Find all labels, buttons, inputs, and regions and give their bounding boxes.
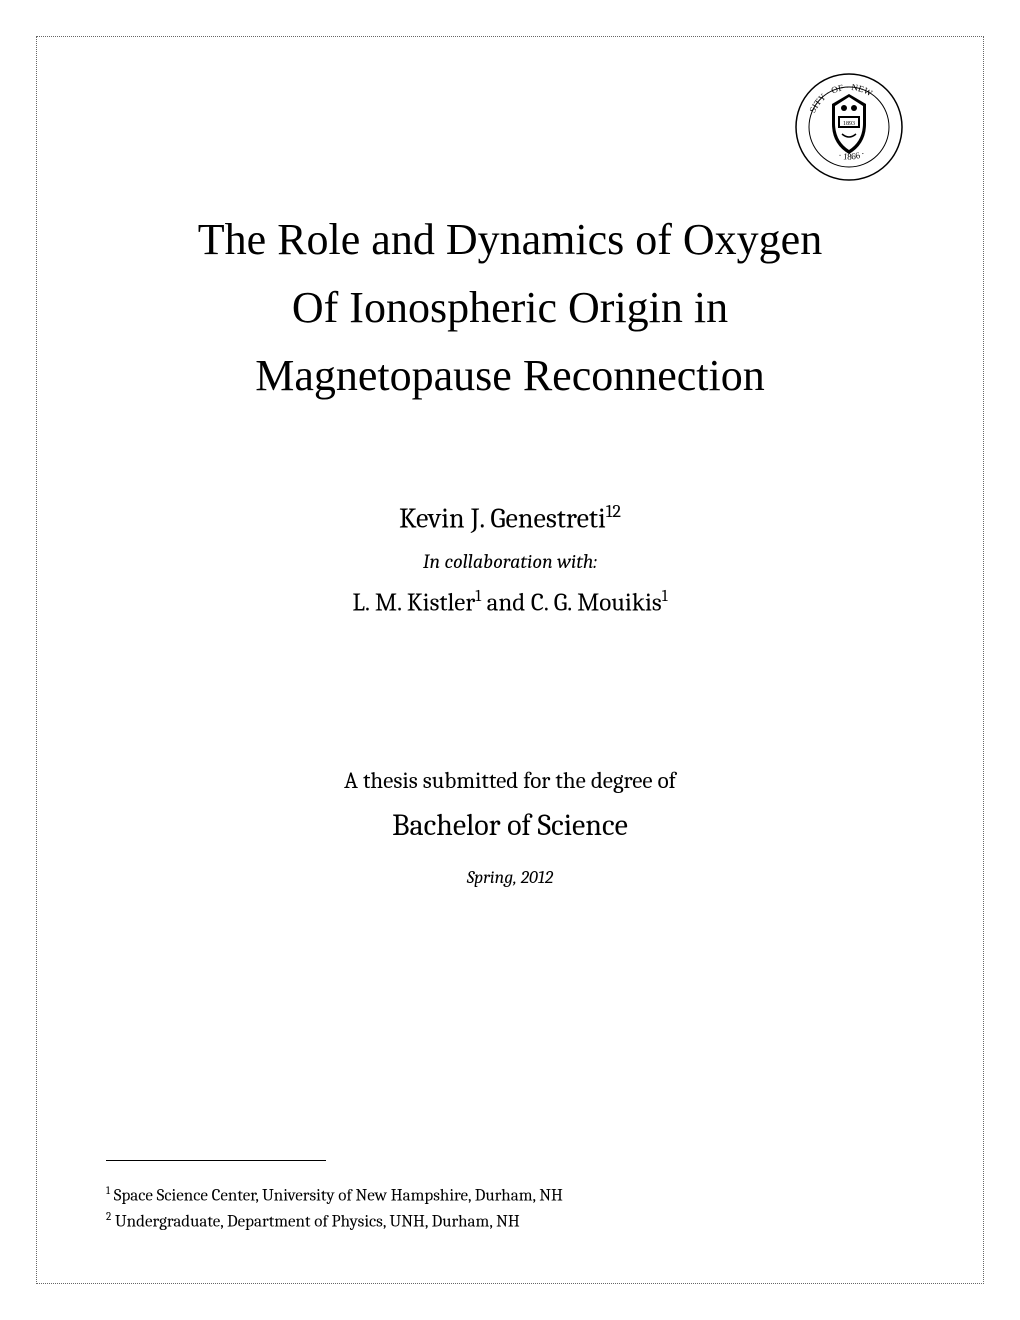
collaborators: L. M. Kistler1 and C. G. Mouikis1: [106, 587, 914, 617]
title-line-3: Magnetopause Reconnection: [255, 351, 765, 400]
thesis-title: The Role and Dynamics of Oxygen Of Ionos…: [106, 206, 914, 411]
collaborator-conjunction: and: [481, 588, 531, 617]
footnote-2: 2 Undergraduate, Department of Physics, …: [106, 1209, 914, 1234]
university-seal-logo: SITY · OF · NEW · 1866 · 1893: [794, 72, 904, 182]
thesis-submission-label: A thesis submitted for the degree of: [106, 767, 914, 794]
logo-container: SITY · OF · NEW · 1866 · 1893: [106, 72, 914, 186]
title-line-1: The Role and Dynamics of Oxygen: [198, 215, 822, 264]
footnotes-section: 1 Space Science Center, University of Ne…: [106, 1160, 914, 1234]
collaborator-1: L. M. Kistler: [352, 588, 475, 617]
page-content: SITY · OF · NEW · 1866 · 1893 The Role a…: [36, 36, 984, 1284]
footnote-2-text: Undergraduate, Department of Physics, UN…: [111, 1212, 519, 1231]
author-text: Kevin J. Genestreti: [399, 502, 606, 534]
author-superscript: 12: [606, 501, 621, 522]
collaborator-2-sup: 1: [662, 587, 668, 606]
title-line-2: Of Ionospheric Origin in: [292, 283, 728, 332]
footnote-1-text: Space Science Center, University of New …: [110, 1187, 563, 1206]
footnote-1: 1 Space Science Center, University of Ne…: [106, 1183, 914, 1208]
thesis-date: Spring, 2012: [106, 867, 914, 888]
author-name: Kevin J. Genestreti12: [106, 501, 914, 534]
degree-title: Bachelor of Science: [106, 808, 914, 843]
collaboration-label: In collaboration with:: [106, 550, 914, 573]
svg-text:1893: 1893: [843, 121, 855, 127]
collaborator-2: C. G. Mouikis: [531, 588, 662, 617]
footnote-divider: [106, 1160, 326, 1161]
